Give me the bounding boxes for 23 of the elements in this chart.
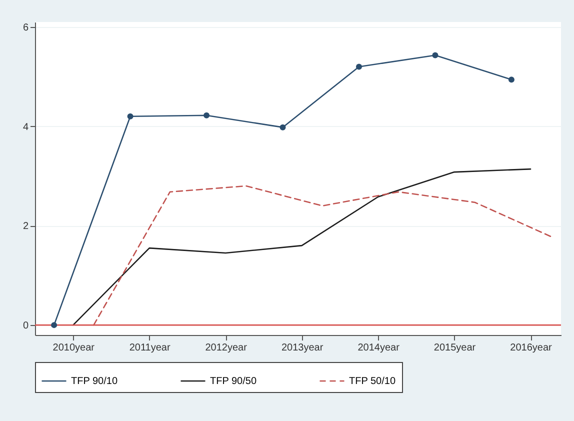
legend-label: TFP 90/10	[71, 376, 118, 387]
x-tick-label: 2010year	[52, 342, 96, 354]
point	[280, 124, 286, 130]
y-tick-label: 2	[22, 221, 29, 232]
line-series	[72, 168, 532, 326]
point	[356, 64, 362, 70]
x-tick-label: 2015year	[434, 342, 476, 354]
x-tick-label: 2014year	[358, 342, 400, 354]
y-tick-label: 0	[22, 320, 29, 332]
point	[127, 113, 134, 120]
line-series	[93, 185, 552, 326]
legend-label: TFP 50/10	[349, 376, 396, 387]
legend-label: TFP 90/50	[210, 376, 257, 387]
x-tick-label: 2011year	[129, 342, 171, 354]
point	[432, 52, 438, 58]
point	[508, 76, 514, 83]
y-tick-label: 4	[22, 122, 29, 133]
point	[51, 322, 58, 328]
x-tick-label: 2013year	[281, 342, 324, 354]
x-tick-label: 2016year	[510, 342, 553, 354]
y-tick-label: 6	[22, 22, 29, 34]
x-tick-label: 2012year	[205, 342, 248, 354]
point	[204, 112, 210, 118]
